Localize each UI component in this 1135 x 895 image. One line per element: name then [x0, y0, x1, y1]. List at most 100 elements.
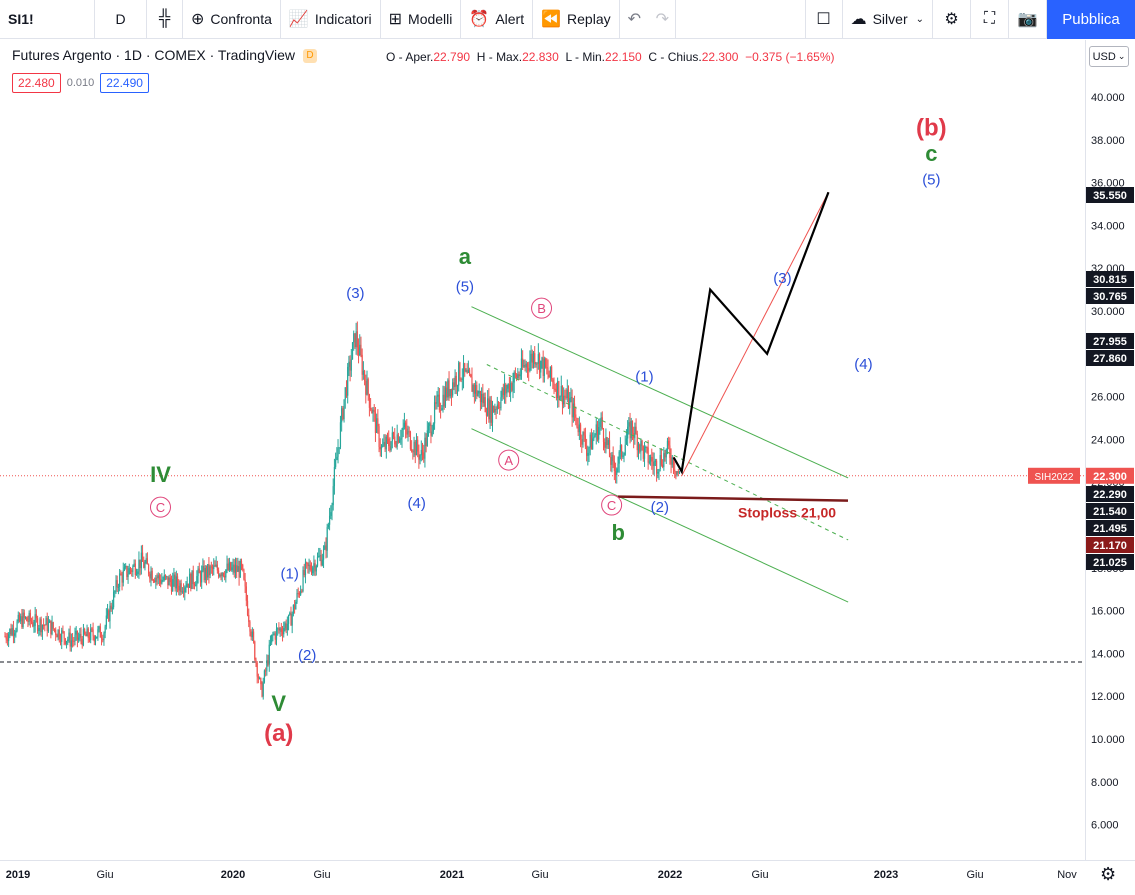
candle-body	[269, 642, 272, 645]
snapshot-button[interactable]: 📷	[1009, 0, 1047, 39]
candle-body	[58, 629, 60, 640]
time-axis[interactable]	[0, 860, 1135, 895]
candle-body	[236, 565, 238, 572]
price-tick-label: 30.000	[1091, 306, 1125, 318]
candle-body	[172, 579, 174, 592]
alert-button[interactable]: ⏰ Alert	[461, 0, 534, 39]
candle-body	[207, 564, 209, 578]
candle-body	[470, 374, 472, 378]
templates-button[interactable]: ⊞ Modelli	[381, 0, 462, 39]
price-chart[interactable]: Stoploss 21,00 IV C (1) (2) V (a) (3) (4) a (5) B A (…	[0, 40, 1085, 860]
candle-body	[497, 404, 500, 408]
axis-price-label: 22.290	[1093, 489, 1127, 501]
symbol-tag-box	[1028, 467, 1080, 484]
candle-body	[392, 432, 395, 437]
candle-body	[69, 632, 71, 647]
candle-body	[600, 417, 602, 422]
layout-name-button[interactable]: ☁ Silver ⌄	[843, 0, 933, 39]
candle-body	[523, 365, 525, 367]
candle-body	[286, 623, 288, 630]
candle-body	[174, 574, 176, 589]
candle-body	[333, 466, 336, 487]
rewind-icon: ⏪	[541, 11, 562, 28]
candle-body	[304, 562, 307, 576]
fullscreen-button[interactable]: ⛶	[971, 0, 1009, 39]
candle-body	[108, 610, 110, 621]
ask-button[interactable]: 22.490	[100, 73, 149, 93]
candle-body	[267, 660, 269, 665]
candle-body	[257, 676, 259, 679]
candle-body	[554, 388, 556, 390]
indicators-button[interactable]: 📈 Indicatori	[281, 0, 381, 39]
candle-body	[162, 579, 164, 581]
currency-button[interactable]: USD ⌄	[1089, 46, 1129, 67]
candle-body	[298, 593, 301, 595]
candle-body	[427, 425, 430, 431]
candle-body	[443, 394, 445, 407]
candle-body	[555, 389, 558, 398]
axis-price-label: 21.025	[1093, 557, 1127, 569]
candle-body	[227, 563, 229, 570]
candle-body	[458, 362, 460, 386]
candle-body	[297, 593, 299, 595]
candle-body	[55, 629, 57, 635]
candle-body	[361, 354, 363, 375]
candle-body	[465, 370, 467, 372]
candle-body	[676, 471, 678, 475]
candle-body	[586, 446, 588, 456]
settings-button[interactable]: ⚙	[933, 0, 971, 39]
candle-body	[642, 446, 644, 459]
chart-settings-gear-icon[interactable]: ⚙	[1100, 864, 1117, 884]
candle-body	[251, 631, 253, 638]
candle-body	[228, 562, 231, 570]
candle-body	[287, 614, 290, 624]
bar-style-button[interactable]: ╬	[147, 0, 183, 39]
candle-body	[500, 397, 502, 408]
candle-body	[344, 387, 346, 400]
candle-body	[382, 445, 384, 447]
interval-button[interactable]: D	[95, 0, 147, 39]
price-axis[interactable]	[1085, 40, 1135, 860]
compare-button[interactable]: ⊕ Confronta	[183, 0, 281, 39]
candle-body	[432, 423, 434, 432]
candle-body	[541, 357, 543, 361]
candle-body	[401, 429, 403, 439]
candle-body	[314, 563, 316, 572]
wave-label: a	[459, 244, 472, 269]
candle-body	[14, 633, 16, 636]
candle-body	[312, 567, 314, 574]
candle-body	[584, 435, 587, 447]
candle-body	[284, 623, 286, 629]
candle-body	[67, 639, 69, 642]
redo-button[interactable]: ↷	[648, 0, 676, 39]
bid-button[interactable]: 22.480	[12, 73, 61, 93]
chevron-down-icon: ⌄	[915, 13, 924, 25]
candle-body	[514, 372, 517, 375]
publish-button[interactable]: Pubblica	[1047, 0, 1135, 39]
layout-select-button[interactable]: ☐	[804, 0, 843, 39]
undo-button[interactable]: ↶	[620, 0, 648, 39]
candle-body	[232, 564, 234, 568]
candle-body	[606, 437, 608, 445]
time-axis-labels: 2019 Giu 2020 Giu 2021 Giu 2022 Giu 2023 Giu Nov	[6, 869, 1078, 881]
candle-body	[666, 440, 669, 450]
candle-body	[345, 387, 348, 396]
candle-body	[493, 406, 495, 413]
candle-body	[30, 621, 33, 623]
candle-body	[103, 633, 105, 641]
candle-body	[619, 445, 621, 452]
candle-body	[11, 628, 13, 635]
replay-button[interactable]: ⏪ Replay	[533, 0, 620, 39]
candle-body	[43, 625, 45, 627]
candle-body	[494, 409, 496, 413]
candle-body	[645, 446, 647, 449]
candle-body	[191, 570, 193, 589]
candle-body	[313, 563, 315, 568]
delay-badge[interactable]: D	[302, 49, 317, 64]
candle-body	[564, 395, 566, 397]
symbol-search-button[interactable]: SI1!	[0, 0, 95, 39]
candle-body	[332, 486, 334, 506]
candle-body	[613, 461, 615, 472]
candle-body	[481, 393, 483, 403]
candle-body	[24, 617, 27, 619]
